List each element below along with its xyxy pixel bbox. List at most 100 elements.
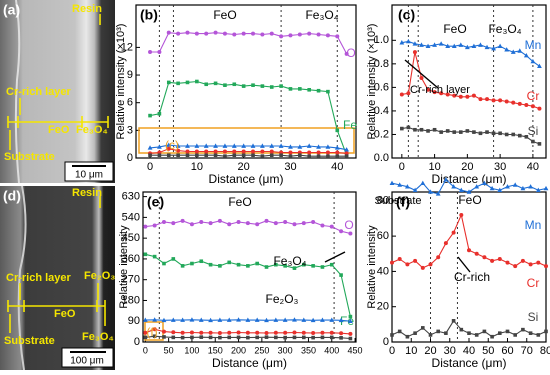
marker (264, 335, 269, 339)
x-tick-label: 10 (405, 345, 417, 357)
marker (251, 153, 255, 158)
marker (236, 317, 241, 322)
y-axis-label: Relative intensity (366, 225, 378, 309)
marker (301, 221, 306, 226)
marker (467, 331, 471, 335)
marker (232, 32, 237, 37)
image-annotation: Substrate (4, 151, 55, 163)
chart: 0 10 20 30 40 0.0 0.2 0.4 0.6 0.8 1.0 Distance (μm)… (366, 4, 547, 186)
panel-label: (d) (3, 188, 21, 204)
marker (288, 144, 293, 149)
marker (264, 218, 269, 223)
marker (283, 335, 287, 340)
marker (176, 148, 181, 153)
marker (227, 260, 232, 265)
x-tick-label: 50 (164, 345, 174, 355)
marker (484, 44, 490, 50)
marker (227, 335, 232, 340)
marker (339, 273, 343, 277)
x-tick-label: 0 (147, 161, 153, 173)
marker (143, 224, 148, 229)
marker (264, 331, 269, 335)
marker (180, 218, 185, 223)
x-tick-label: 30 (284, 161, 296, 173)
marker (264, 317, 269, 323)
marker (283, 264, 287, 268)
marker (452, 93, 457, 98)
plot-frame (391, 4, 547, 159)
marker (269, 85, 274, 89)
marker (537, 106, 542, 111)
marker (412, 187, 418, 193)
marker (348, 331, 353, 336)
marker (530, 58, 536, 64)
image-annotation: Fe₃O₄ (82, 331, 114, 343)
marker (412, 41, 418, 46)
marker (491, 98, 496, 103)
marker (301, 317, 307, 322)
marker (325, 33, 330, 38)
marker (301, 335, 306, 340)
marker (474, 333, 479, 337)
marker (335, 150, 340, 155)
marker (171, 335, 176, 340)
marker (497, 187, 503, 193)
x-tick-label: 150 (208, 345, 223, 355)
marker (204, 153, 209, 158)
marker (232, 82, 237, 87)
marker (171, 257, 176, 261)
marker (536, 333, 541, 337)
marker (511, 100, 516, 105)
marker (520, 258, 525, 263)
marker (152, 334, 157, 339)
marker (245, 221, 250, 226)
marker (339, 331, 344, 336)
marker (198, 317, 204, 322)
x-tick-label: 250 (254, 345, 269, 355)
marker (517, 133, 522, 138)
marker (152, 327, 157, 332)
marker (260, 84, 265, 88)
marker (426, 87, 431, 92)
y-tick-label: 630 (122, 191, 140, 203)
y-tick-label: 360 (122, 253, 140, 265)
annotation-arrow (404, 59, 439, 89)
marker (471, 43, 477, 48)
x-axis-label: Distance (μm) (432, 356, 507, 370)
x-tick-label: 450 (348, 345, 363, 355)
y-axis-label: Relative intensity (118, 225, 130, 309)
marker (474, 251, 479, 256)
marker (223, 154, 227, 158)
x-axis-label: Distance (μm) (209, 172, 284, 186)
marker (504, 132, 509, 137)
marker (185, 153, 190, 158)
marker (436, 329, 440, 334)
marker (325, 150, 330, 155)
series-line (150, 154, 347, 157)
y-axis-label: Relative intensity (×10³) (115, 24, 127, 140)
marker (439, 130, 443, 134)
y-tick-label: 0.4 (374, 105, 389, 117)
annotation: FeO (443, 22, 466, 36)
marker (348, 336, 353, 341)
marker (279, 34, 284, 39)
series-line (149, 80, 348, 156)
marker (335, 154, 340, 158)
x-tick-label: 40 (331, 161, 343, 173)
marker (227, 330, 232, 335)
marker (213, 149, 218, 154)
marker (245, 317, 251, 322)
scale-bar-label: 100 μm (70, 356, 104, 367)
marker (399, 92, 404, 97)
marker (458, 94, 463, 99)
marker (292, 317, 297, 322)
y-axis-label: Relative intensity (×10³) (366, 24, 378, 140)
marker (185, 30, 190, 35)
marker (432, 90, 437, 95)
marker (180, 317, 186, 322)
marker (485, 97, 490, 102)
marker (517, 48, 523, 53)
marker (537, 63, 542, 68)
